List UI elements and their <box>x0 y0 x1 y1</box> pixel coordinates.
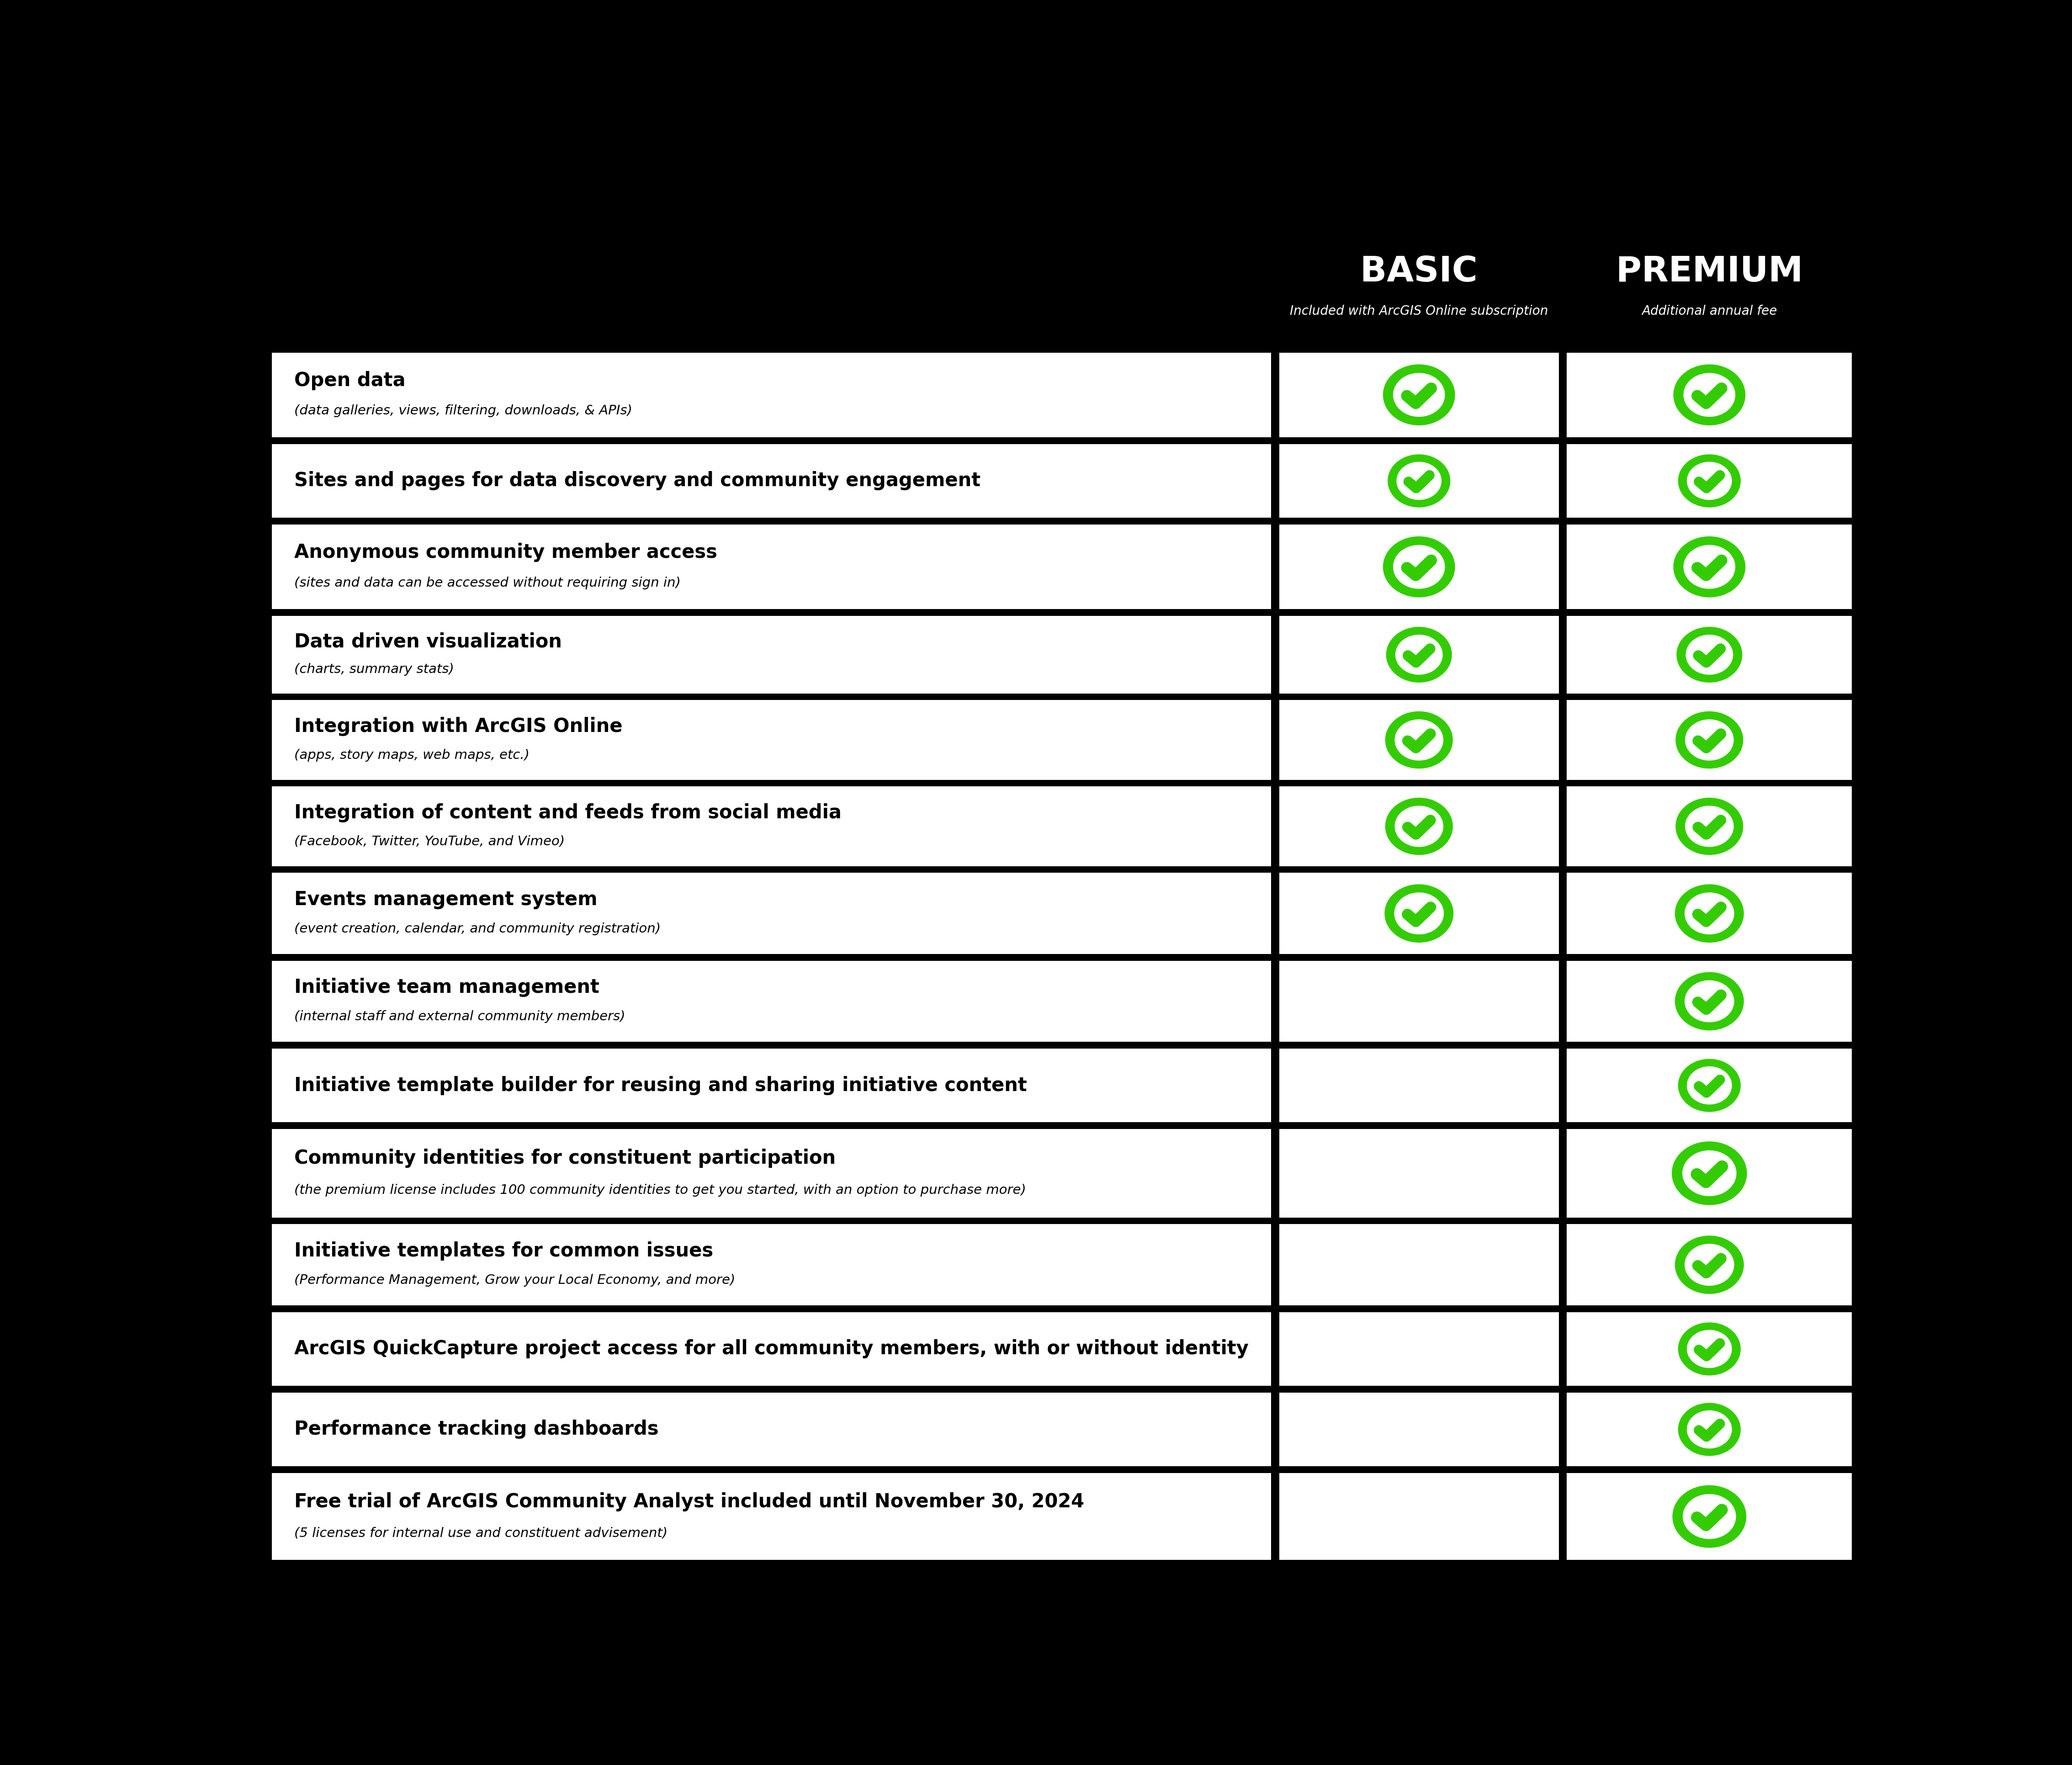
Bar <box>1566 616 1852 694</box>
Text: (Facebook, Twitter, YouTube, and Vimeo): (Facebook, Twitter, YouTube, and Vimeo) <box>294 835 566 847</box>
Bar <box>1278 701 1558 780</box>
Bar <box>1566 1393 1852 1467</box>
Bar <box>1278 787 1558 867</box>
Bar <box>1566 874 1852 953</box>
Bar <box>1278 1311 1558 1386</box>
Bar <box>1566 1311 1852 1386</box>
Bar <box>1278 874 1558 953</box>
Bar <box>271 1130 1272 1218</box>
Bar <box>271 701 1272 780</box>
Bar <box>1566 1474 1852 1560</box>
Bar <box>1278 1474 1558 1560</box>
Bar <box>271 1474 1272 1560</box>
Text: Initiative team management: Initiative team management <box>294 978 599 997</box>
Text: Additional annual fee: Additional annual fee <box>1641 305 1778 318</box>
Bar <box>271 1048 1272 1123</box>
Text: Open data: Open data <box>294 371 406 390</box>
Bar <box>1278 1048 1558 1123</box>
Text: (Performance Management, Grow your Local Economy, and more): (Performance Management, Grow your Local… <box>294 1274 736 1287</box>
Bar <box>1278 353 1558 438</box>
Text: PREMIUM: PREMIUM <box>1616 254 1803 289</box>
Bar <box>271 787 1272 867</box>
Text: Anonymous community member access: Anonymous community member access <box>294 544 717 561</box>
Bar <box>1278 616 1558 694</box>
Bar <box>1566 524 1852 609</box>
Bar <box>1278 445 1558 517</box>
Text: (apps, story maps, web maps, etc.): (apps, story maps, web maps, etc.) <box>294 748 530 761</box>
Bar <box>1566 1130 1852 1218</box>
Text: (internal staff and external community members): (internal staff and external community m… <box>294 1010 626 1024</box>
Text: BASIC: BASIC <box>1361 254 1477 289</box>
Bar <box>1278 960 1558 1041</box>
Bar <box>1278 1130 1558 1218</box>
Text: Sites and pages for data discovery and community engagement: Sites and pages for data discovery and c… <box>294 471 980 491</box>
Bar <box>271 1311 1272 1386</box>
Bar <box>1566 1225 1852 1306</box>
Bar <box>1566 353 1852 438</box>
Bar <box>1278 1393 1558 1467</box>
Text: (data galleries, views, filtering, downloads, & APIs): (data galleries, views, filtering, downl… <box>294 404 632 417</box>
Text: Events management system: Events management system <box>294 890 597 909</box>
Bar <box>1278 1225 1558 1306</box>
Bar <box>271 616 1272 694</box>
Bar <box>1566 787 1852 867</box>
Bar <box>1566 701 1852 780</box>
Bar <box>1566 960 1852 1041</box>
Text: (event creation, calendar, and community registration): (event creation, calendar, and community… <box>294 923 661 935</box>
Text: Integration with ArcGIS Online: Integration with ArcGIS Online <box>294 717 622 736</box>
Bar <box>1566 1048 1852 1123</box>
Bar <box>271 524 1272 609</box>
Bar <box>271 960 1272 1041</box>
Bar <box>271 1225 1272 1306</box>
Bar <box>271 874 1272 953</box>
Text: Integration of content and feeds from social media: Integration of content and feeds from so… <box>294 803 841 822</box>
Text: Initiative template builder for reusing and sharing initiative content: Initiative template builder for reusing … <box>294 1077 1028 1094</box>
Text: ArcGIS QuickCapture project access for all community members, with or without id: ArcGIS QuickCapture project access for a… <box>294 1340 1249 1359</box>
Bar <box>271 353 1272 438</box>
Text: (charts, summary stats): (charts, summary stats) <box>294 664 454 676</box>
Text: Initiative templates for common issues: Initiative templates for common issues <box>294 1241 713 1260</box>
Text: Community identities for constituent participation: Community identities for constituent par… <box>294 1149 835 1168</box>
Text: Data driven visualization: Data driven visualization <box>294 632 562 651</box>
Bar <box>1566 445 1852 517</box>
Text: (sites and data can be accessed without requiring sign in): (sites and data can be accessed without … <box>294 577 682 590</box>
Text: Included with ArcGIS Online subscription: Included with ArcGIS Online subscription <box>1291 305 1548 318</box>
Bar <box>271 445 1272 517</box>
Text: Performance tracking dashboards: Performance tracking dashboards <box>294 1419 659 1438</box>
Text: (5 licenses for internal use and constituent advisement): (5 licenses for internal use and constit… <box>294 1527 667 1539</box>
Bar <box>271 1393 1272 1467</box>
Text: (the premium license includes 100 community identities to get you started, with : (the premium license includes 100 commun… <box>294 1184 1026 1197</box>
Text: Free trial of ArcGIS Community Analyst included until November 30, 2024: Free trial of ArcGIS Community Analyst i… <box>294 1491 1084 1511</box>
Bar <box>1278 524 1558 609</box>
